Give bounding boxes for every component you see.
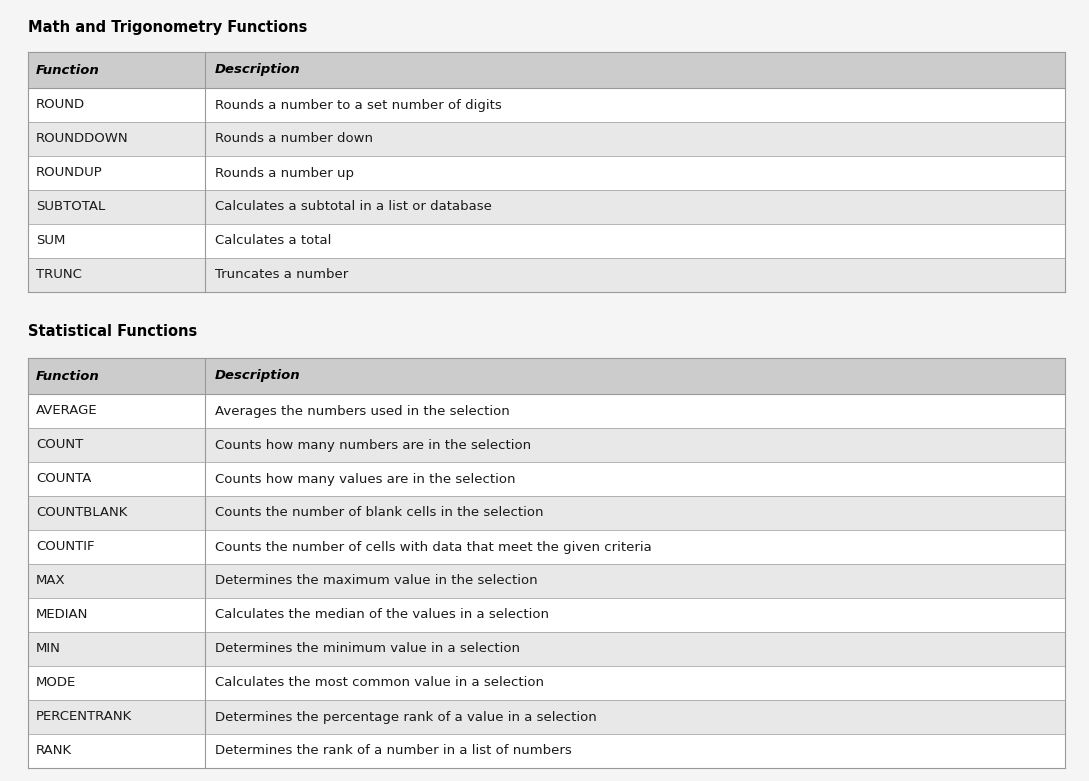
Bar [28,666,1065,700]
Text: Counts the number of cells with data that meet the given criteria: Counts the number of cells with data tha… [215,540,651,554]
Text: Calculates the most common value in a selection: Calculates the most common value in a se… [215,676,544,690]
Bar [28,462,1065,496]
Bar [28,564,1065,598]
Text: Rounds a number down: Rounds a number down [215,133,374,145]
Text: COUNTIF: COUNTIF [36,540,95,554]
Text: COUNTA: COUNTA [36,473,91,486]
Text: Determines the rank of a number in a list of numbers: Determines the rank of a number in a lis… [215,744,572,758]
Text: Averages the numbers used in the selection: Averages the numbers used in the selecti… [215,405,510,418]
Text: MEDIAN: MEDIAN [36,608,88,622]
Text: Function: Function [36,369,100,383]
Text: AVERAGE: AVERAGE [36,405,98,418]
Text: RANK: RANK [36,744,72,758]
Text: Rounds a number up: Rounds a number up [215,166,354,180]
Text: Determines the minimum value in a selection: Determines the minimum value in a select… [215,643,521,655]
Text: ROUNDUP: ROUNDUP [36,166,102,180]
Text: Description: Description [215,63,301,77]
Text: Calculates a subtotal in a list or database: Calculates a subtotal in a list or datab… [215,201,492,213]
Text: Function: Function [36,63,100,77]
Text: ROUND: ROUND [36,98,85,112]
Bar [28,52,1065,88]
Bar [28,734,1065,768]
Text: Calculates the median of the values in a selection: Calculates the median of the values in a… [215,608,549,622]
Text: COUNTBLANK: COUNTBLANK [36,507,127,519]
Text: MIN: MIN [36,643,61,655]
Text: Calculates a total: Calculates a total [215,234,331,248]
Bar [28,428,1065,462]
Bar [28,190,1065,224]
Bar [28,88,1065,122]
Text: Description: Description [215,369,301,383]
Bar [28,496,1065,530]
Text: Determines the maximum value in the selection: Determines the maximum value in the sele… [215,575,538,587]
Bar [28,258,1065,292]
Bar [28,530,1065,564]
Bar [28,632,1065,666]
Text: Determines the percentage rank of a value in a selection: Determines the percentage rank of a valu… [215,711,597,723]
Text: SUBTOTAL: SUBTOTAL [36,201,106,213]
Bar [28,700,1065,734]
Text: MAX: MAX [36,575,65,587]
Text: Counts how many numbers are in the selection: Counts how many numbers are in the selec… [215,438,531,451]
Text: Math and Trigonometry Functions: Math and Trigonometry Functions [28,20,307,35]
Text: TRUNC: TRUNC [36,269,82,281]
Text: ROUNDDOWN: ROUNDDOWN [36,133,129,145]
Text: Counts the number of blank cells in the selection: Counts the number of blank cells in the … [215,507,543,519]
Text: MODE: MODE [36,676,76,690]
Bar [28,358,1065,394]
Bar [28,224,1065,258]
Text: SUM: SUM [36,234,65,248]
Text: COUNT: COUNT [36,438,83,451]
Bar [28,394,1065,428]
Text: Counts how many values are in the selection: Counts how many values are in the select… [215,473,515,486]
Text: PERCENTRANK: PERCENTRANK [36,711,132,723]
Bar [28,156,1065,190]
Bar [28,598,1065,632]
Text: Statistical Functions: Statistical Functions [28,324,197,339]
Bar [28,122,1065,156]
Text: Rounds a number to a set number of digits: Rounds a number to a set number of digit… [215,98,502,112]
Text: Truncates a number: Truncates a number [215,269,348,281]
